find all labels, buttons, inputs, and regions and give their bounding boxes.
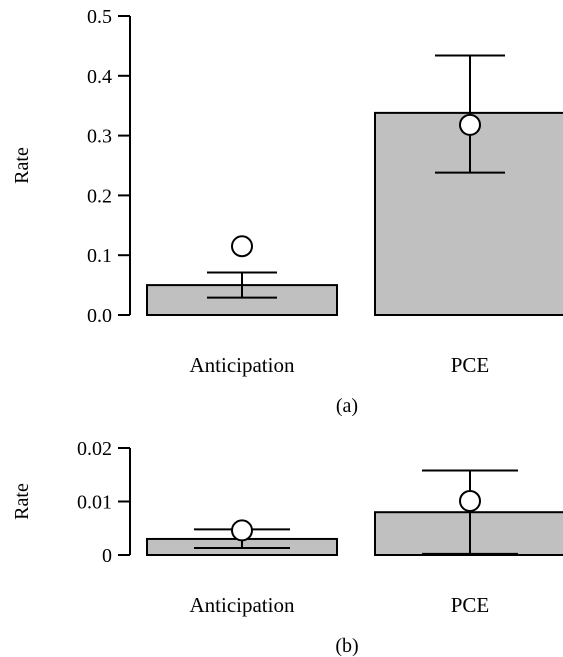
- panel-a: 0.0 0.1 0.2 0.3 0.4 0.5 Rate Anticipation PCE (a): [11, 6, 563, 417]
- point-pce: [459, 489, 481, 512]
- y-tick-label: 0: [102, 545, 112, 567]
- y-axis-title: Rate: [11, 147, 33, 184]
- y-tick-label: 0.2: [87, 185, 112, 207]
- y-tick-label: 0.0: [87, 305, 112, 327]
- panel-label: (b): [335, 635, 358, 657]
- point-anticipation: [231, 235, 253, 258]
- point-pce: [459, 113, 481, 136]
- y-axis-title: Rate: [11, 483, 33, 520]
- category-label: Anticipation: [190, 593, 295, 617]
- panel-label: (a): [336, 395, 358, 417]
- y-tick-label: 0.4: [87, 66, 112, 88]
- panel-b: 0 0.01 0.02 Rate Anticipation PCE (b): [11, 438, 563, 657]
- point-anticipation: [231, 519, 253, 542]
- y-tick-label: 0.3: [87, 126, 112, 148]
- y-tick-label: 0.01: [77, 492, 112, 514]
- y-tick-label: 0.5: [87, 6, 112, 28]
- error-bar-pce: [422, 469, 518, 555]
- category-label: Anticipation: [190, 353, 295, 377]
- y-tick-label: 0.1: [87, 245, 112, 267]
- category-label: PCE: [451, 593, 490, 617]
- y-tick-label: 0.02: [77, 438, 112, 460]
- category-label: PCE: [451, 353, 490, 377]
- error-bar-anticipation: [207, 271, 277, 299]
